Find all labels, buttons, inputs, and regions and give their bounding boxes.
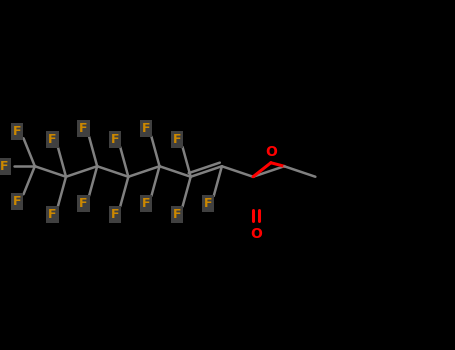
Text: F: F [142,197,150,210]
Text: F: F [204,197,212,210]
Text: F: F [12,195,21,208]
Text: F: F [173,133,182,146]
Text: F: F [0,160,9,173]
Text: F: F [142,122,150,135]
Text: F: F [173,208,182,221]
Text: F: F [79,122,88,135]
Text: O: O [265,145,277,159]
Text: F: F [48,208,57,221]
Text: F: F [48,133,57,146]
Text: F: F [79,197,88,210]
Text: O: O [250,228,262,241]
Text: F: F [111,208,119,221]
Text: F: F [111,133,119,146]
Text: F: F [12,125,21,138]
